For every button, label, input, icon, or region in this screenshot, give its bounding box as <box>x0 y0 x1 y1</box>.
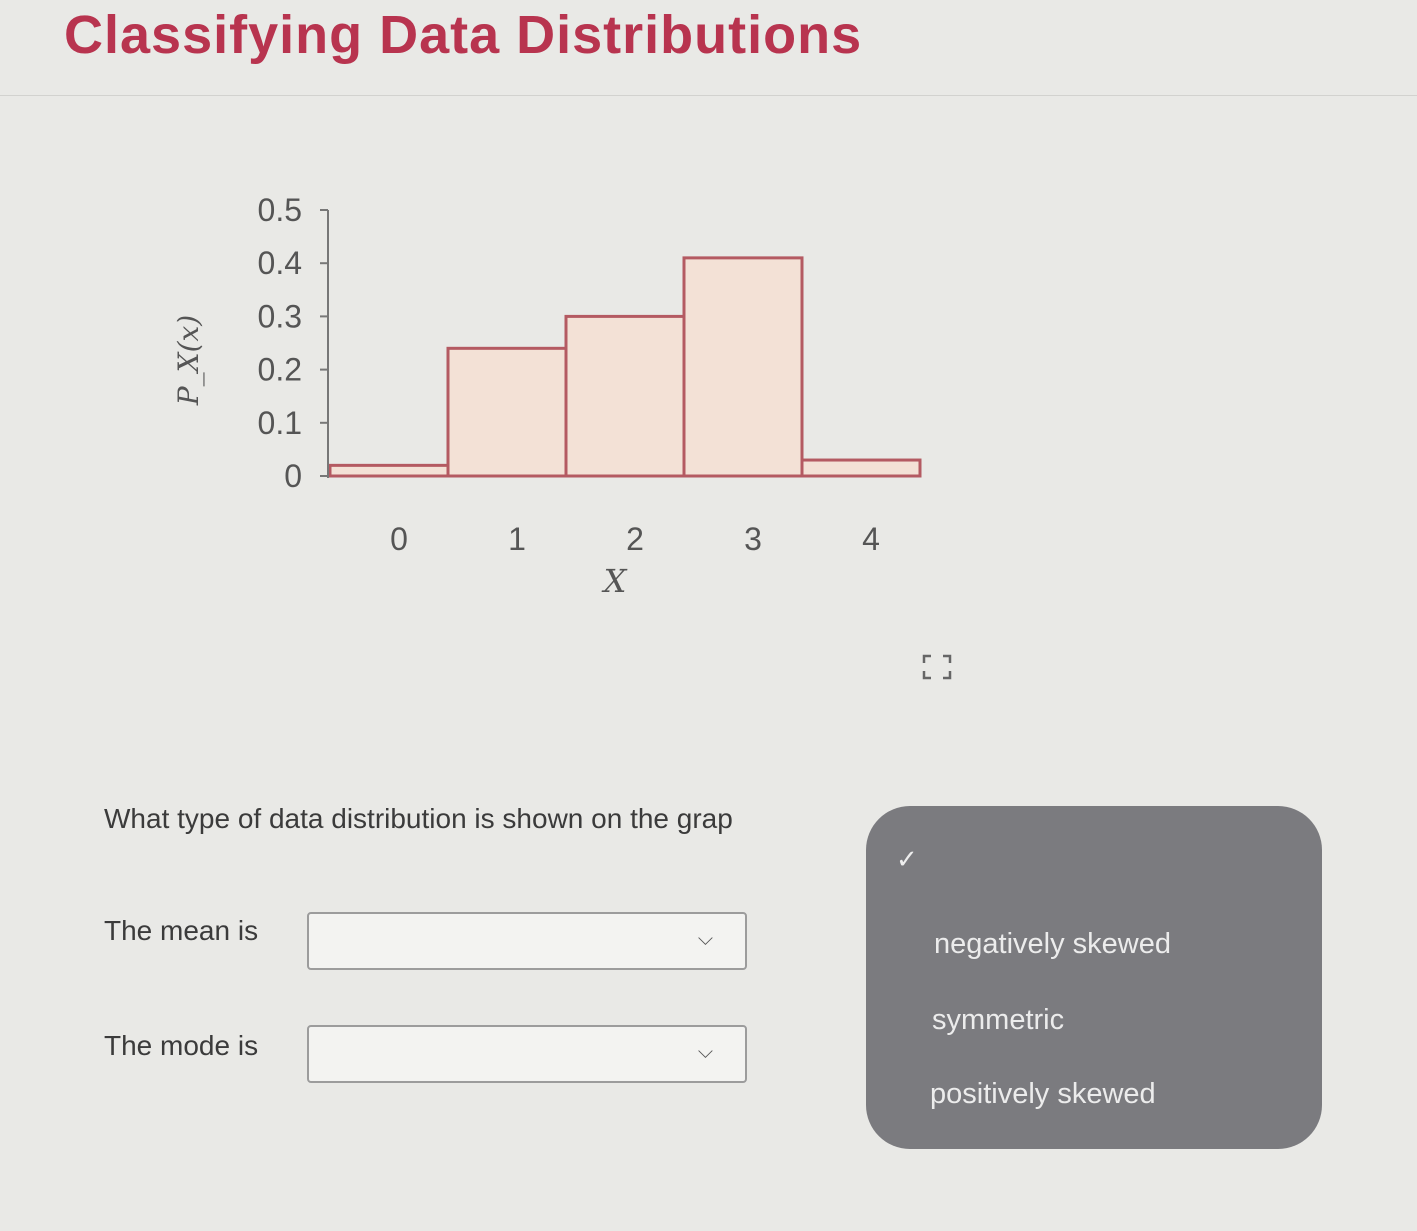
y-tick-label: 0.3 <box>258 298 302 334</box>
y-axis-label: P_X(x) <box>172 315 205 406</box>
y-tick-label: 0.2 <box>258 352 302 388</box>
mode-label: The mode is <box>104 1030 259 1061</box>
question-text: What type of data distribution is shown … <box>104 803 733 834</box>
x-axis-label: X <box>601 562 628 600</box>
bar-4 <box>800 458 922 478</box>
option-positively-skewed[interactable]: positively skewed <box>930 1078 1156 1110</box>
x-tick-label: 4 <box>862 521 880 557</box>
option-negatively-skewed[interactable]: negatively skewed <box>934 928 1171 960</box>
distribution-dropdown-menu: ✓ negatively skewed symmetric positively… <box>866 806 1322 1149</box>
x-tick-label: 2 <box>626 521 644 557</box>
histogram-chart: 0 0.1 0.2 0.3 0.4 0.5 0 1 2 3 4 P_X(x) X <box>172 192 922 600</box>
y-tick-label: 0.1 <box>258 405 302 441</box>
divider <box>0 95 1417 96</box>
y-tick-label: 0 <box>284 458 302 494</box>
x-tick-label: 3 <box>744 521 762 557</box>
bar-0 <box>328 463 450 478</box>
bar-1 <box>446 346 568 478</box>
mean-label: The mean is <box>104 915 259 946</box>
option-symmetric[interactable]: symmetric <box>932 1004 1065 1036</box>
y-tick-label: 0.5 <box>258 192 302 228</box>
chevron-down-icon: ⌵ <box>697 928 713 950</box>
y-tick-label: 0.4 <box>258 245 302 281</box>
page-title: Classifying Data Distributions <box>64 5 863 65</box>
mode-select[interactable]: ⌵ <box>307 1025 747 1083</box>
bar-2 <box>564 314 686 478</box>
bar-3 <box>682 256 804 478</box>
expand-icon[interactable] <box>922 654 952 680</box>
x-tick-label: 0 <box>390 521 408 557</box>
chevron-down-icon: ⌵ <box>697 1041 713 1063</box>
x-tick-label: 1 <box>508 521 526 557</box>
checkmark-icon: ✓ <box>896 844 918 874</box>
mean-select[interactable]: ⌵ <box>307 912 747 970</box>
